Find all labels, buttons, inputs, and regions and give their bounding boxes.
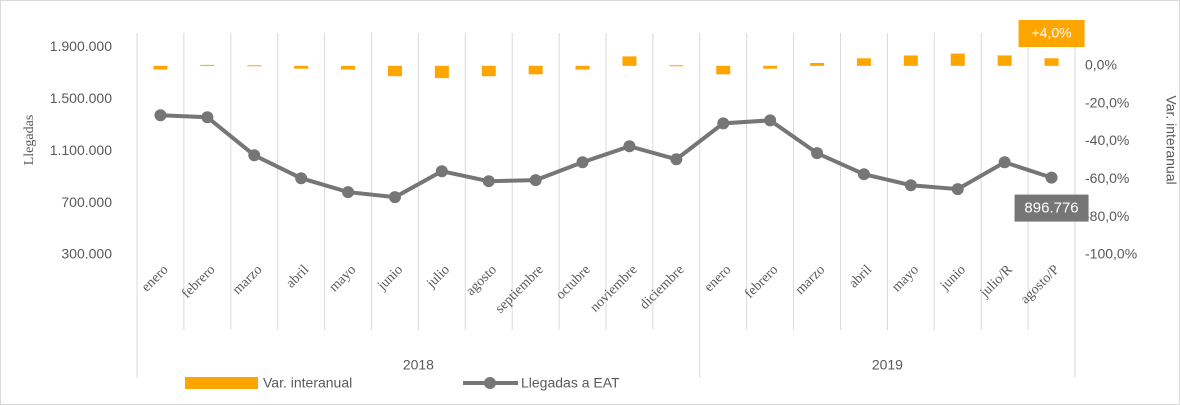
bar [575,65,590,70]
marker [998,156,1011,169]
y-tick-label: 1.500.000 [50,90,112,106]
marker [764,114,777,127]
y-axis-label: Llegadas [22,115,37,166]
marker [435,165,448,178]
bar [528,65,543,75]
group-label: 2018 [403,357,434,373]
y-tick-label: 700.000 [61,194,112,210]
legend-label: Var. interanual [263,375,352,391]
data-label: 896.776 [1024,200,1078,217]
bar [669,65,684,67]
marker [529,174,542,187]
bar [716,65,731,75]
bar [247,65,262,67]
marker [388,191,401,204]
y2-tick-label: -60,0% [1085,170,1129,186]
marker [342,186,355,199]
marker [811,147,824,160]
y2-tick-label: -100,0% [1085,246,1137,262]
line [160,113,1053,200]
bar [997,55,1012,66]
y-tick-label: 300.000 [61,246,112,262]
marker [623,140,636,153]
marker [857,168,870,181]
marker [201,111,214,124]
marker [717,117,730,130]
y2-tick-label: -80,0% [1085,208,1129,224]
y2-tick-label: 0,0% [1085,57,1117,73]
bar [763,65,778,69]
bar [434,65,449,79]
y-tick-label: 1.900.000 [50,38,112,54]
bar [622,56,637,66]
marker [154,109,167,122]
data-label-box [1014,194,1089,222]
bar [810,62,825,66]
marker [295,172,308,185]
marker [670,153,683,166]
bar [481,65,496,77]
y2-tick-label: -20,0% [1085,94,1129,110]
marker [951,183,964,196]
bar [200,64,215,66]
y2-axis-label: Var. interanual [1163,95,1179,184]
legend-swatch [185,377,258,389]
legend-marker [484,377,496,389]
marker [248,149,261,162]
bar [903,55,918,66]
marker [1045,171,1058,184]
marker [482,175,495,188]
y-tick-label: 1.100.000 [50,142,112,158]
data-label: +4,0% [1032,25,1072,41]
bar [1044,58,1059,66]
bar [856,58,871,66]
bar [153,65,168,70]
y2-tick-label: -40,0% [1085,132,1129,148]
marker [904,179,917,192]
marker [576,156,589,169]
legend-label: Llegadas a EAT [521,375,620,391]
bar [294,65,309,69]
bar [387,65,402,77]
bar [341,65,356,70]
bar [950,53,965,66]
group-label: 2019 [872,357,903,373]
data-label-box [1018,20,1085,47]
